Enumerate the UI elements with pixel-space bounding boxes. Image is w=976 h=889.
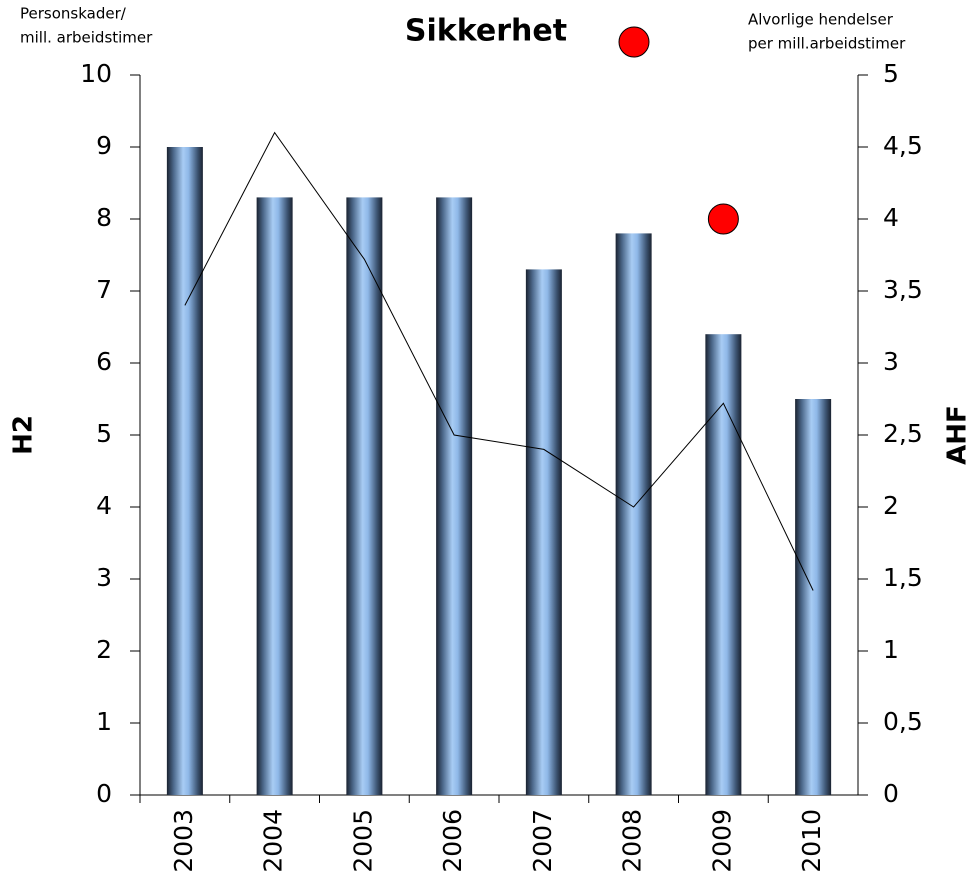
x-tick-label: 2007: [528, 809, 557, 873]
legend-marker: [618, 26, 650, 58]
y-tick-label: 3: [96, 563, 112, 592]
y2-tick-label: 1: [883, 635, 899, 664]
bar: [346, 197, 383, 795]
x-tick-label: 2009: [707, 809, 736, 873]
bar: [615, 233, 652, 795]
bar: [256, 197, 293, 795]
x-tick-label: 2008: [618, 809, 647, 873]
y2-axis-label: AHF: [943, 405, 973, 465]
bar: [166, 147, 203, 795]
bar: [436, 197, 473, 795]
chart-title: Sikkerhet: [405, 14, 567, 49]
x-tick-label: 2004: [259, 809, 288, 873]
x-tick-label: 2003: [169, 809, 198, 873]
y2-tick-label: 1,5: [883, 563, 923, 592]
y-tick-label: 6: [96, 347, 112, 376]
y2-tick-label: 4,5: [883, 131, 923, 160]
bar: [795, 399, 832, 795]
y2-tick-label: 2,5: [883, 419, 923, 448]
y2-tick-label: 3,5: [883, 275, 923, 304]
line: [184, 131, 814, 591]
y2-label-top: per mill.arbeidstimer: [748, 35, 906, 53]
y-label-top: mill. arbeidstimer: [20, 29, 153, 47]
y2-tick-label: 3: [883, 347, 899, 376]
y-tick-label: 7: [96, 275, 112, 304]
y2-tick-label: 5: [883, 59, 899, 88]
y-tick-label: 2: [96, 635, 112, 664]
x-tick-label: 2010: [797, 809, 826, 873]
y2-tick-label: 0: [883, 779, 899, 808]
y2-tick-label: 0,5: [883, 707, 923, 736]
y-axis-label: H2: [9, 415, 39, 455]
y-tick-label: 10: [80, 59, 112, 88]
y-tick-label: 9: [96, 131, 112, 160]
y2-label-top: Alvorlige hendelser: [748, 11, 894, 29]
x-tick-label: 2006: [438, 809, 467, 873]
y-tick-label: 4: [96, 491, 112, 520]
y-tick-label: 1: [96, 707, 112, 736]
y-tick-label: 0: [96, 779, 112, 808]
y2-tick-label: 2: [883, 491, 899, 520]
bar: [525, 269, 562, 795]
y2-tick-label: 4: [883, 203, 899, 232]
point: [707, 203, 739, 235]
bar: [705, 334, 742, 795]
y-label-top: Personskader/: [20, 5, 127, 23]
y-tick-label: 8: [96, 203, 112, 232]
y-tick-label: 5: [96, 419, 112, 448]
x-tick-label: 2005: [348, 809, 377, 873]
